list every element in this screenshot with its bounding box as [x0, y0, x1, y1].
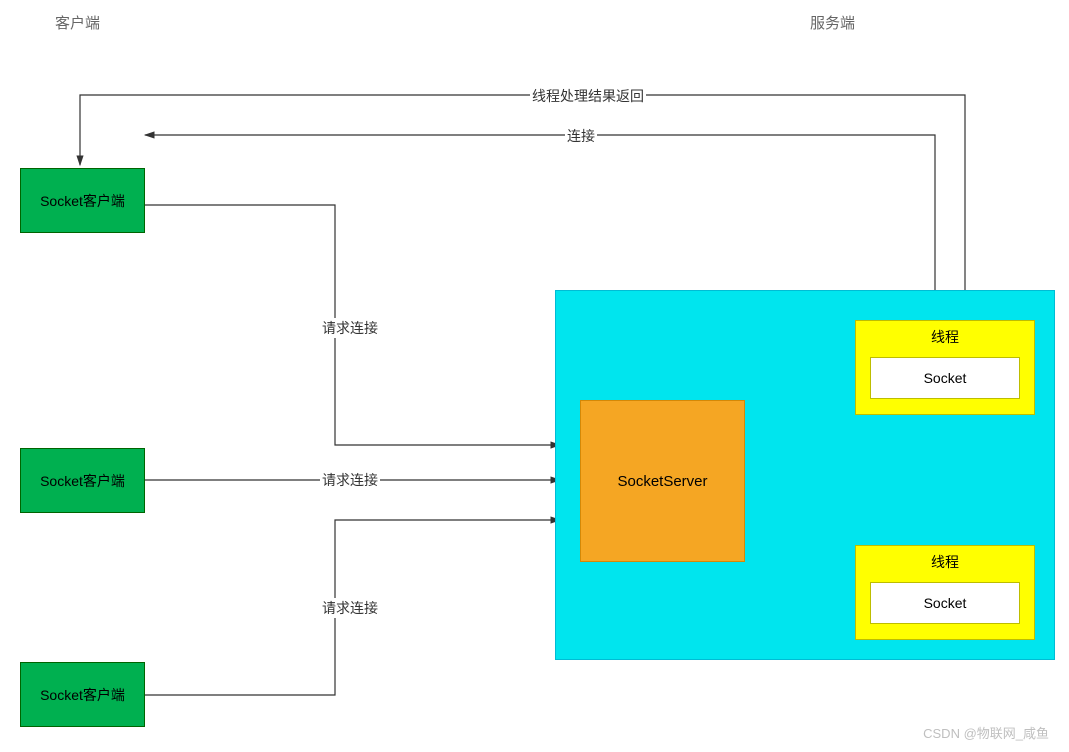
edge-label-req-1: 请求连接: [320, 318, 380, 338]
client-box-2: Socket客户端: [20, 448, 145, 513]
socketserver-box: SocketServer: [580, 400, 745, 562]
thread-box-1: 线程 Socket: [855, 320, 1035, 415]
thread-2-title: 线程: [931, 552, 959, 572]
client-box-3: Socket客户端: [20, 662, 145, 727]
watermark: CSDN @物联网_咸鱼: [923, 723, 1049, 742]
client-box-1: Socket客户端: [20, 168, 145, 233]
thread-1-socket: Socket: [870, 357, 1020, 399]
thread-2-socket: Socket: [870, 582, 1020, 624]
edge-label-req-2: 请求连接: [320, 470, 380, 490]
diagram-canvas: 客户端 服务端 Socket客户端 S: [0, 0, 1069, 752]
edge-label-return: 线程处理结果返回: [530, 86, 646, 106]
client-3-label: Socket客户端: [40, 685, 125, 705]
client-2-label: Socket客户端: [40, 471, 125, 491]
client-1-label: Socket客户端: [40, 191, 125, 211]
edge-label-conn: 连接: [565, 126, 597, 146]
edge-label-req-3: 请求连接: [320, 598, 380, 618]
thread-1-socket-label: Socket: [924, 370, 967, 386]
thread-box-2: 线程 Socket: [855, 545, 1035, 640]
thread-2-socket-label: Socket: [924, 595, 967, 611]
thread-1-title: 线程: [931, 327, 959, 347]
socketserver-label: SocketServer: [617, 473, 707, 490]
